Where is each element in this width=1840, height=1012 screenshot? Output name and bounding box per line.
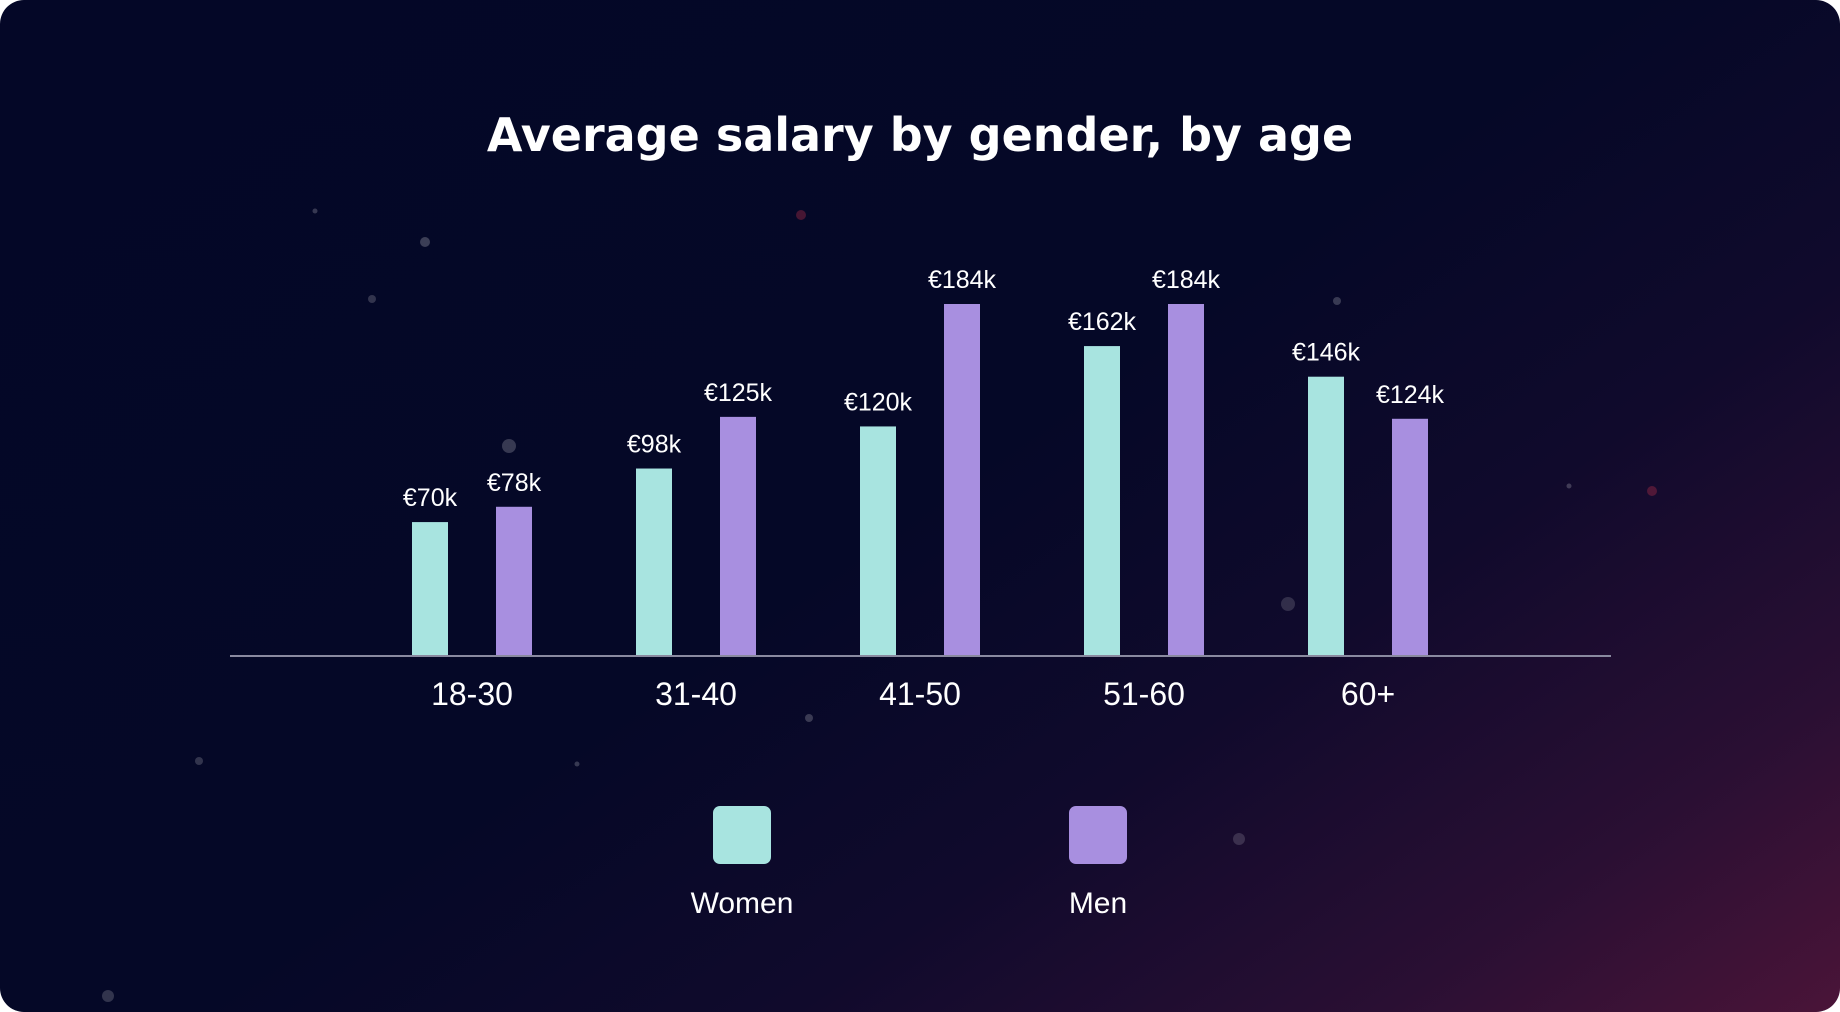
background-dots [102,208,1657,1002]
data-label-women-51-60: €162k [1068,308,1137,336]
legend-swatch-men [1069,806,1127,864]
bar-men-51-60 [1168,304,1204,656]
data-label-men-41-50: €184k [928,266,997,294]
legend-label-men: Men [1069,887,1127,920]
data-label-women-60+: €146k [1292,339,1361,367]
data-label-women-31-40: €98k [627,431,682,459]
x-tick-label: 31-40 [655,676,737,712]
x-tick-label: 18-30 [431,676,513,712]
legend-label-women: Women [691,887,794,920]
data-label-men-18-30: €78k [487,469,542,497]
bar-men-60+ [1392,418,1428,656]
legend: Women Men [691,806,1127,920]
x-tick-label: 41-50 [879,676,961,712]
category-labels: 18-30 31-40 41-50 51-60 60+ [431,676,1395,712]
bar-women-31-40 [636,468,672,656]
data-label-women-18-30: €70k [403,484,458,512]
bar-men-18-30 [496,506,532,656]
legend-swatch-women [713,806,771,864]
data-label-men-31-40: €125k [704,379,773,407]
bars-group: €70k €78k €98k €125k €120k €184k €162k €184k €14… [403,266,1445,656]
bar-men-31-40 [720,416,756,656]
data-label-women-41-50: €120k [844,388,913,416]
bar-women-60+ [1308,376,1344,656]
bar-women-51-60 [1084,346,1120,656]
x-tick-label: 60+ [1341,676,1395,712]
bar-men-41-50 [944,304,980,656]
bar-women-18-30 [412,522,448,656]
x-tick-label: 51-60 [1103,676,1185,712]
bar-women-41-50 [860,426,896,656]
data-label-men-51-60: €184k [1152,266,1221,294]
data-label-men-60+: €124k [1376,381,1445,409]
chart-title: Average salary by gender, by age [487,108,1353,162]
